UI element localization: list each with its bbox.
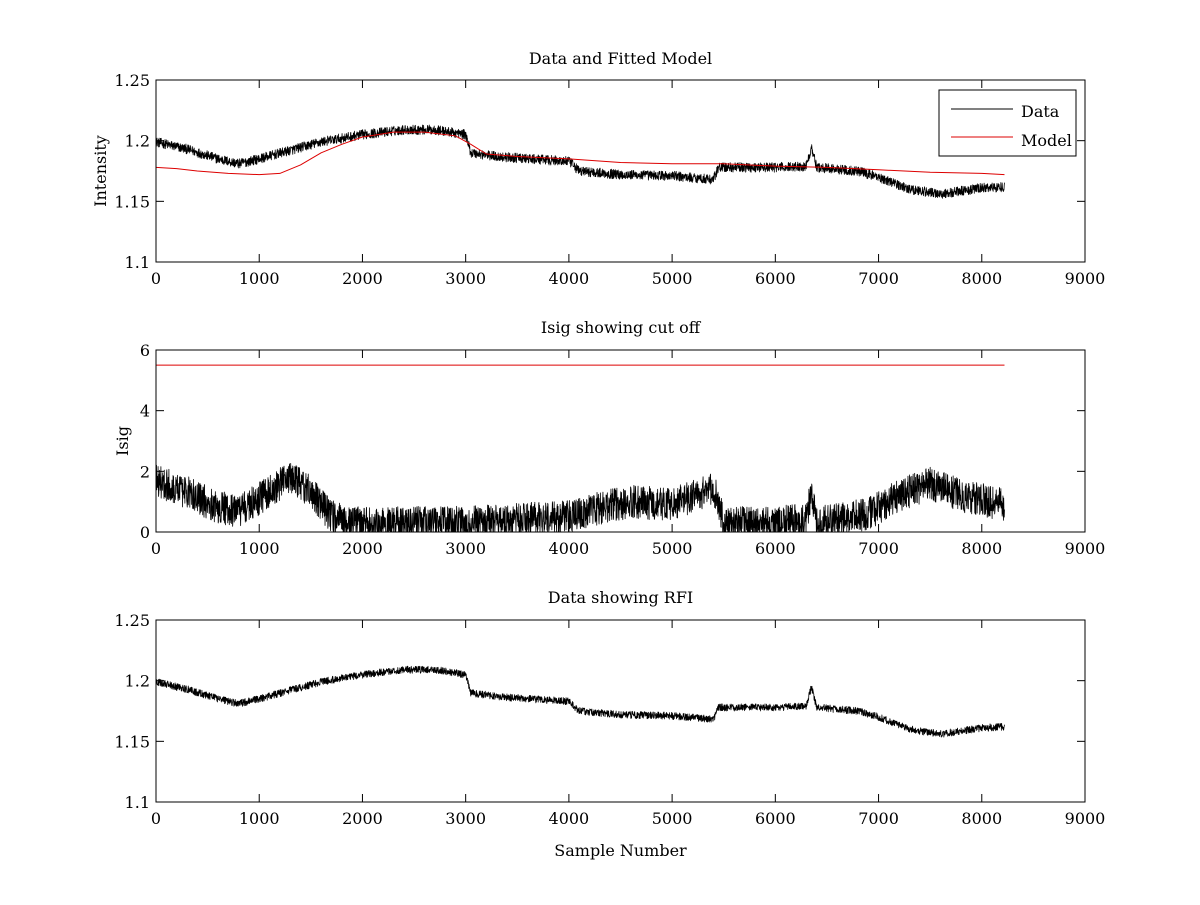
x-tick-label: 0 [151,539,161,558]
x-tick-label: 2000 [342,809,383,828]
series-line-model [155,131,1005,176]
x-tick-label: 8000 [961,269,1002,288]
x-tick-label: 6000 [755,539,796,558]
y-axis-label: Intensity [91,135,110,207]
legend-data-label: Data [1021,102,1060,121]
panel-isig: Isig showing cut off Isig 0 1000 2000 3000 4… [113,318,1105,558]
ticks-layer: 0 1000 2000 3000 4000 5000 6000 7000 8000 9000 0 2 4… [140,341,1106,558]
x-tick-label: 2000 [342,269,383,288]
x-tick-label: 9000 [1065,809,1106,828]
x-tick-label: 5000 [652,539,693,558]
series-layer [155,364,1005,533]
y-tick-label: 1.15 [114,192,150,211]
plot-frame [155,349,1086,533]
ticks-layer: 0 1000 2000 3000 4000 5000 6000 7000 8000 9000 1.1… [114,611,1105,828]
chart-title: Data and Fitted Model [529,49,712,68]
x-tick-label: 1000 [239,269,280,288]
series-line-data [155,124,1005,199]
x-tick-label: 3000 [445,809,486,828]
x-axis-label: Sample Number [554,841,687,860]
y-tick-label: 1.15 [114,732,150,751]
y-tick-label: 1.25 [114,611,150,630]
x-tick-label: 7000 [858,539,899,558]
y-tick-label: 1.25 [114,71,150,90]
x-tick-label: 4000 [549,809,590,828]
series-layer [155,124,1005,199]
ticks-layer: 0 1000 2000 3000 4000 5000 6000 7000 8000 9000 1.1… [114,71,1105,288]
x-tick-label: 3000 [445,539,486,558]
x-tick-label: 6000 [755,269,796,288]
y-axis-label: Isig [113,426,132,456]
y-tick-label: 4 [140,402,150,421]
chart-title: Data showing RFI [548,588,693,607]
y-tick-label: 1.2 [125,132,150,151]
plot-frame [155,619,1086,803]
x-tick-label: 3000 [445,269,486,288]
legend: Data Model [938,89,1077,157]
y-tick-label: 1.1 [125,253,150,272]
legend-box [938,89,1077,157]
panel-data-rfi: Data showing RFI 0 1000 2000 3000 4000 5000 60… [114,588,1105,860]
x-tick-label: 8000 [961,539,1002,558]
y-tick-label: 1.1 [125,793,150,812]
chart-title: Isig showing cut off [541,318,702,337]
x-tick-label: 4000 [549,269,590,288]
x-tick-label: 5000 [652,269,693,288]
series-line-series-0 [155,665,1005,738]
x-tick-label: 7000 [858,269,899,288]
plot-frame [155,79,1086,263]
y-tick-label: 1.2 [125,672,150,691]
panel-data-fitted-model: Data and Fitted Model Intensity 0 1000 200… [91,49,1105,288]
x-tick-label: 1000 [239,539,280,558]
x-tick-label: 6000 [755,809,796,828]
y-tick-label: 2 [140,462,150,481]
series-layer [155,665,1005,738]
y-tick-label: 0 [140,523,150,542]
legend-model-label: Model [1021,131,1072,150]
x-tick-label: 2000 [342,539,383,558]
x-tick-label: 4000 [549,539,590,558]
x-tick-label: 8000 [961,809,1002,828]
x-tick-label: 9000 [1065,269,1106,288]
x-tick-label: 0 [151,269,161,288]
x-tick-label: 1000 [239,809,280,828]
x-tick-label: 0 [151,809,161,828]
x-tick-label: 5000 [652,809,693,828]
x-tick-label: 9000 [1065,539,1106,558]
y-tick-label: 6 [140,341,150,360]
series-line-series-0 [155,462,1005,533]
x-tick-label: 7000 [858,809,899,828]
